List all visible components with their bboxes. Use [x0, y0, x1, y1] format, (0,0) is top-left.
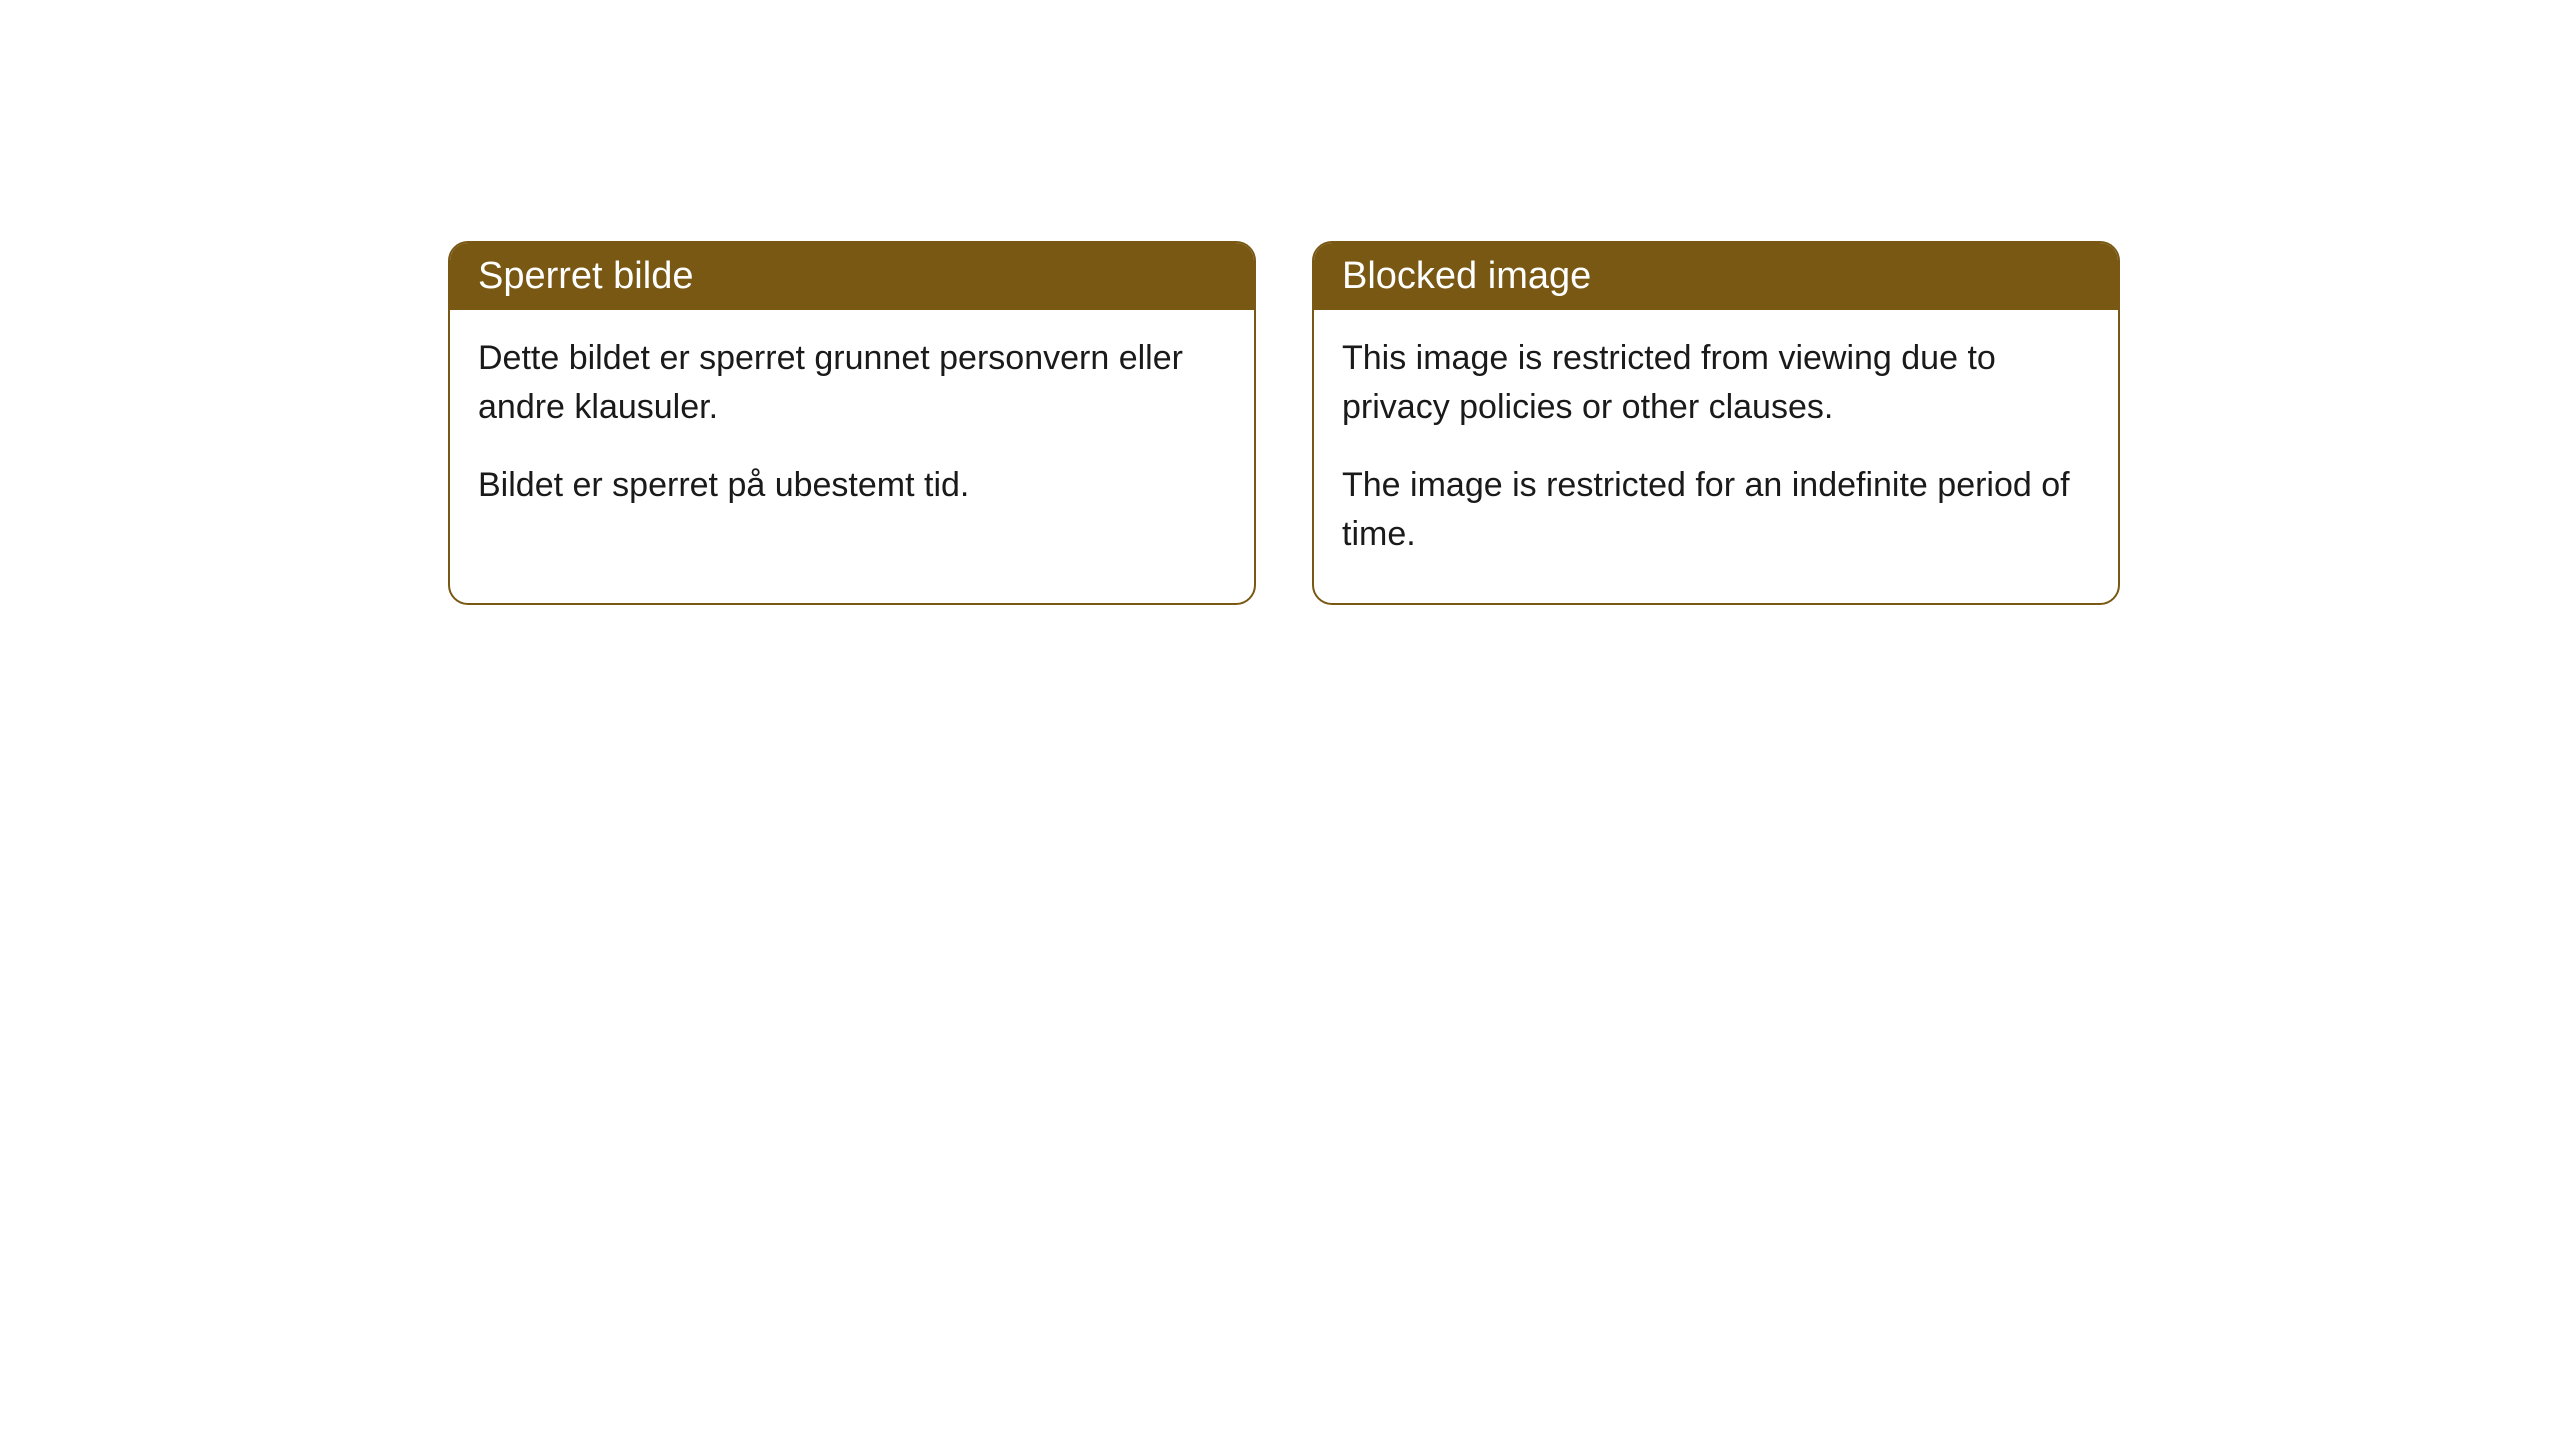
card-body: This image is restricted from viewing du… [1314, 310, 2118, 603]
card-header: Blocked image [1314, 243, 2118, 310]
card-paragraph: The image is restricted for an indefinit… [1342, 461, 2090, 560]
card-title: Blocked image [1342, 255, 1591, 297]
blocked-image-card-english: Blocked image This image is restricted f… [1312, 241, 2120, 605]
card-paragraph: Bildet er sperret på ubestemt tid. [478, 461, 1226, 510]
cards-container: Sperret bilde Dette bildet er sperret gr… [448, 241, 2120, 605]
blocked-image-card-norwegian: Sperret bilde Dette bildet er sperret gr… [448, 241, 1256, 605]
card-header: Sperret bilde [450, 243, 1254, 310]
card-body: Dette bildet er sperret grunnet personve… [450, 310, 1254, 554]
card-paragraph: This image is restricted from viewing du… [1342, 334, 2090, 433]
card-title: Sperret bilde [478, 255, 693, 297]
card-paragraph: Dette bildet er sperret grunnet personve… [478, 334, 1226, 433]
